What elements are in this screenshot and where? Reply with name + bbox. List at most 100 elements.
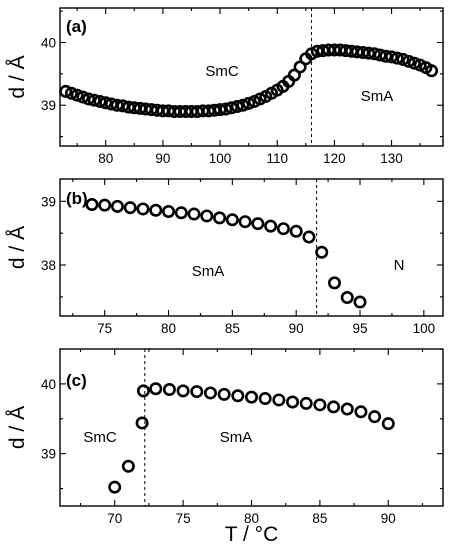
x-axis-label: T / °C [225,523,279,546]
data-point [200,209,214,223]
x-tick-label: 90 [289,321,304,336]
data-point [373,48,387,62]
data-point [286,395,300,409]
data-point [224,101,238,115]
y-axis-label: d / Å [6,226,29,269]
x-tick-label: 110 [266,151,288,166]
phase-label-sma: SmA [361,88,394,105]
data-point [123,201,137,215]
data-point [313,398,327,412]
data-point [76,90,90,104]
data-point [327,400,341,414]
phase-label-smc: SmC [205,63,239,80]
data-point [162,204,176,218]
data-point [59,84,73,98]
x-tick-label: 80 [161,321,176,336]
plot-frame [59,7,444,147]
panel-a: 80 90 100 110 120 130 39 40 d / Å (a) SmC SmA [6,7,444,166]
data-point [407,56,421,70]
data-point [190,385,204,399]
data-point [231,389,245,403]
data-point [245,390,259,404]
data-point [236,98,250,112]
y-axis-label: d / Å [6,406,29,449]
data-point [110,98,124,112]
data-point [64,86,78,100]
x-tick-label: 85 [312,511,327,526]
data-point [136,384,150,398]
panel-label: (b) [66,189,88,208]
data-point [82,92,96,106]
data-point [385,50,399,64]
x-tick-label: 90 [155,151,170,166]
data-point [242,96,256,110]
y-tick-label: 40 [41,377,56,392]
data-point [70,88,84,102]
data-point [353,295,367,309]
y-axis-label: d / Å [6,55,29,98]
x-tick-label: 120 [323,151,346,166]
data-point [402,54,416,68]
data-point [381,417,395,431]
data-point [302,230,316,244]
data-point [99,96,113,110]
y-tick-label: 38 [41,258,56,273]
panel-label: (c) [66,371,87,390]
data-point [340,291,354,305]
data-point [217,387,231,401]
x-tick-label: 100 [209,151,232,166]
data-point [379,49,393,63]
data-point [110,199,124,213]
panel-label: (a) [66,17,87,36]
data-point [121,459,135,473]
data-point [362,46,376,60]
data-point [354,405,368,419]
data-point [98,198,112,212]
data-point [396,52,410,66]
data-point [299,396,313,410]
phase-label-smc: SmC [83,429,117,446]
phase-label-sma: SmA [220,429,253,446]
data-point [327,276,341,290]
data-point [116,99,130,113]
data-point [276,222,290,236]
x-tick-label: 95 [353,321,368,336]
data-point [368,410,382,424]
data-point [87,93,101,107]
data-point [213,211,227,225]
x-tick-label: 80 [244,511,259,526]
data-point [272,393,286,407]
panel-b: 75 80 85 90 95 100 38 39 d / Å (b) SmA N [6,178,444,336]
phase-label-n: N [394,257,405,274]
x-tick-label: 75 [97,321,112,336]
y-tick-label: 40 [41,36,56,51]
data-point [315,245,329,259]
data-point [149,203,163,217]
data-point [174,206,188,220]
data-point [425,64,439,78]
data-point [340,402,354,416]
data-point [225,213,239,227]
data-point [162,382,176,396]
data-point [367,47,381,61]
data-point [108,480,122,494]
x-tick-label: 85 [225,321,240,336]
data-point [258,392,272,406]
data-point [176,384,190,398]
x-tick-label: 100 [413,321,436,336]
data-point [230,99,244,113]
data-point [93,94,107,108]
y-tick-label: 39 [41,98,56,113]
panel-c: 70 75 80 85 90 39 40 d / Å (c) SmC SmA T / °C [6,348,444,546]
phase-label-sma: SmA [192,263,225,280]
data-point [264,219,278,233]
plot-frame [59,178,444,317]
data-point [203,386,217,400]
data-point [390,51,404,65]
data-point [135,416,149,430]
data-point [136,202,150,216]
x-tick-label: 90 [381,511,396,526]
data-point [149,382,163,396]
y-tick-label: 39 [41,194,56,209]
data-point [187,207,201,221]
